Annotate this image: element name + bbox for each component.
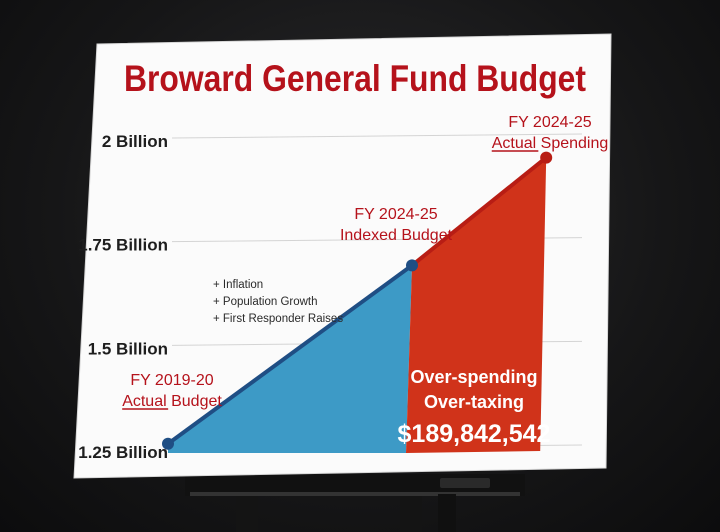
easel-leg-right [438,494,456,532]
indexed-budget-line [166,263,414,446]
factor-item: + Population Growth [213,296,318,308]
gridline [171,133,583,139]
point-label-fy2019-20-actual: Actual Budget [122,393,222,410]
factor-item: + Inflation [213,279,263,291]
point-label-fy2019-20-actual: FY 2019-20 [130,372,213,389]
easel-leg-left [236,496,258,532]
easel [185,474,525,532]
data-points [162,151,553,450]
gap-amount: $189,842,542 [398,420,551,448]
data-point-fy2024-25-actual [540,151,553,164]
point-label-fy2024-25-indexed: Indexed Budget [340,227,453,244]
line-series [166,156,548,446]
over-spending-area [406,157,547,453]
data-point-labels: FY 2019-20 Actual Budget FY 2024-25 Indexed… [122,114,608,410]
easel-clamp [440,478,490,488]
easel-leg-center [400,496,422,532]
gap-annotation: Over-spending Over-taxing $189,842,542 [398,367,551,448]
y-tick-label: 2 Billion [102,132,168,151]
easel-ledge [185,474,525,496]
y-tick-label: 1.25 Billion [78,443,168,462]
point-label-fy2024-25-indexed: FY 2024-25 [354,206,437,223]
y-tick-label: 1.5 Billion [88,339,168,358]
easel-ledge-edge [190,492,520,496]
point-label-fy2024-25-actual: FY 2024-25 [508,114,591,131]
point-label-fy2024-25-actual: Actual Spending [492,135,609,152]
y-tick-label: 1.75 Billion [78,236,168,255]
gap-label: Over-spending [410,367,537,387]
data-point-fy2024-25-indexed [406,259,418,272]
chart-title: Broward General Fund Budget [124,58,586,99]
factor-item: + First Responder Raises [213,313,343,325]
factor-list: + Inflation + Population Growth + First Re… [213,279,343,325]
data-point-fy2019-20-actual [162,437,174,450]
actual-spending-line [410,156,548,267]
y-axis-tick-labels: 2 Billion 1.75 Billion 1.5 Billion 1.25 Bil… [78,132,168,462]
gap-label: Over-taxing [424,392,524,412]
